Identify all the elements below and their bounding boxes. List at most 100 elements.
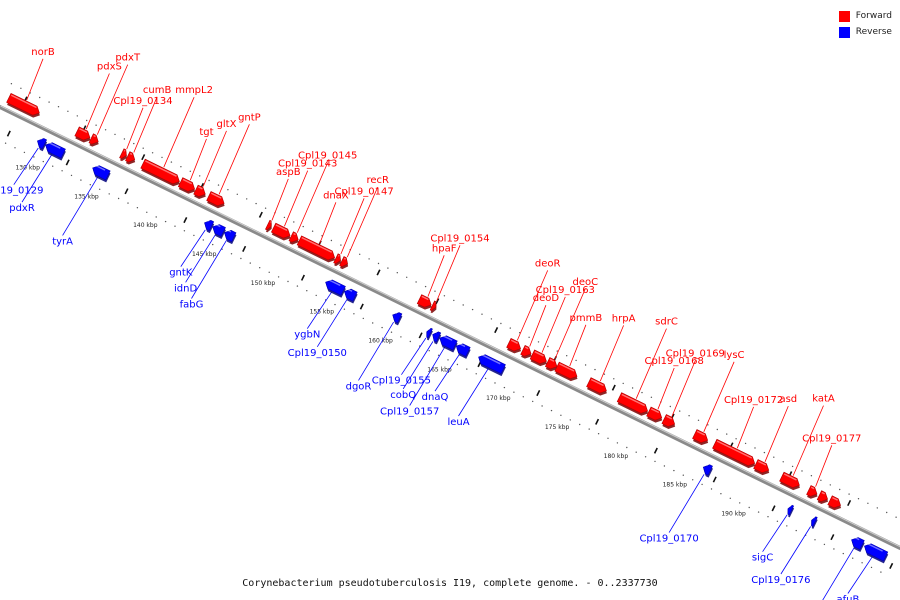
gene-label[interactable]: gntP [238,112,261,123]
forward-gene[interactable] [429,300,439,314]
forward-gene[interactable] [529,349,550,368]
forward-gene[interactable] [140,158,183,188]
gene-label[interactable]: tgt [199,127,213,138]
reverse-gene[interactable] [322,278,346,298]
reverse-gene[interactable] [390,310,404,326]
gene-label[interactable]: Cpl19_0177 [802,433,861,444]
gene-label[interactable]: Cpl19_0172 [724,395,783,406]
gene-label[interactable]: deoD [533,293,560,304]
forward-gene[interactable] [339,256,352,271]
gene-label[interactable]: pdxR [9,203,35,214]
forward-gene[interactable] [544,357,561,374]
forward-gene[interactable] [416,294,434,312]
forward-gene[interactable] [827,495,844,513]
forward-gene[interactable] [661,414,678,432]
gene-label[interactable]: aspB [276,167,301,178]
forward-gene[interactable] [88,133,102,149]
reverse-gene[interactable] [34,136,48,152]
gene-label[interactable]: tyrA [52,236,73,247]
gene-label[interactable]: pdxT [115,53,141,64]
gene-label[interactable]: Cpl19_0163 [536,285,595,296]
gene-label[interactable]: Cpl19_0147 [334,186,393,197]
forward-gene[interactable] [177,177,198,196]
gene-label[interactable]: hrpA [612,313,636,324]
forward-gene[interactable] [206,191,228,210]
forward-gene[interactable] [270,222,293,243]
gene-label[interactable]: afuB [836,595,859,600]
forward-gene[interactable] [288,231,302,247]
gene-label[interactable]: norB [31,47,55,58]
gene-label[interactable]: Cpl19_0168 [645,356,704,367]
gene-label[interactable]: dnaQ [422,392,449,403]
forward-gene[interactable] [816,490,831,506]
reverse-gene[interactable] [90,163,112,183]
gene-label[interactable]: recR [366,175,389,186]
gene-label[interactable]: cumB [143,85,172,96]
gene-label[interactable]: katA [812,394,835,405]
reverse-gene[interactable] [424,327,434,341]
reverse-gene[interactable] [808,516,818,529]
gene-label[interactable]: Cpl19_0145 [298,151,357,162]
gene-label[interactable]: Cpl19_0155 [372,376,431,387]
gene-label[interactable]: pdxS [97,62,122,73]
reverse-gene[interactable] [430,330,443,345]
gene-label[interactable]: Cpl19_0129 [0,186,43,197]
reverse-gene[interactable] [453,342,471,359]
gene-label[interactable]: Cpl19_0134 [113,96,172,107]
forward-gene[interactable] [333,253,344,268]
reverse-gene[interactable] [42,140,66,161]
forward-gene[interactable] [779,471,803,492]
forward-gene[interactable] [119,148,130,163]
gene-label[interactable]: leuA [447,417,469,428]
reverse-gene[interactable] [475,353,506,377]
gene-label[interactable]: Cpl19_0150 [288,348,347,359]
reverse-gene[interactable] [221,228,237,245]
forward-gene[interactable] [125,151,139,167]
gene-label[interactable]: asd [779,394,797,405]
reverse-gene[interactable] [700,463,714,478]
gene-label[interactable]: ygbN [294,330,320,341]
gene-label[interactable]: cobQ [390,390,416,401]
gene-label[interactable]: fabG [180,300,204,311]
forward-gene[interactable] [506,338,524,355]
forward-gene[interactable] [554,361,581,383]
gene-label[interactable]: sigC [752,553,773,564]
gene-label[interactable]: idnD [174,283,197,294]
gene-label[interactable]: gltX [217,119,237,130]
reverse-gene[interactable] [785,504,795,518]
gene-label[interactable]: deoR [535,258,561,269]
forward-gene[interactable] [586,377,610,398]
gene-label[interactable]: Cpl19_0143 [278,159,337,170]
gene-label[interactable]: mmpL2 [175,85,213,96]
forward-gene[interactable] [806,485,821,500]
gene-label[interactable]: Cpl19_0170 [639,534,698,545]
reverse-gene[interactable] [861,542,889,564]
gene-label[interactable]: Cpl19_0169 [666,349,725,360]
reverse-gene[interactable] [210,222,227,239]
gene-label[interactable]: hpaF [432,243,457,254]
forward-gene[interactable] [193,184,209,201]
gene-label[interactable]: Cpl19_0157 [380,407,439,418]
gene-label[interactable]: Cpl19_0154 [430,233,489,244]
forward-gene[interactable] [692,429,712,448]
forward-gene[interactable] [520,344,535,360]
reverse-gene[interactable] [341,287,358,304]
gene-label[interactable]: sdrC [655,317,678,328]
gene-label[interactable]: dnaX [323,190,349,201]
forward-gene[interactable] [265,219,275,233]
forward-gene[interactable] [74,126,94,145]
forward-gene[interactable] [753,459,773,478]
reverse-gene[interactable] [201,218,215,234]
forward-gene[interactable] [296,235,338,265]
forward-gene[interactable] [616,392,651,418]
gene-label[interactable]: pmmB [570,313,603,324]
gene-label[interactable]: gntK [169,268,193,279]
reverse-gene[interactable] [437,334,459,353]
forward-gene[interactable] [646,406,666,425]
reverse-gene[interactable] [848,535,865,552]
gene-label[interactable]: deoC [572,277,598,288]
forward-gene[interactable] [6,93,43,119]
gene-label[interactable]: Cpl19_0176 [751,575,810,586]
forward-gene[interactable] [712,438,759,470]
gene-label[interactable]: lysC [724,350,745,361]
